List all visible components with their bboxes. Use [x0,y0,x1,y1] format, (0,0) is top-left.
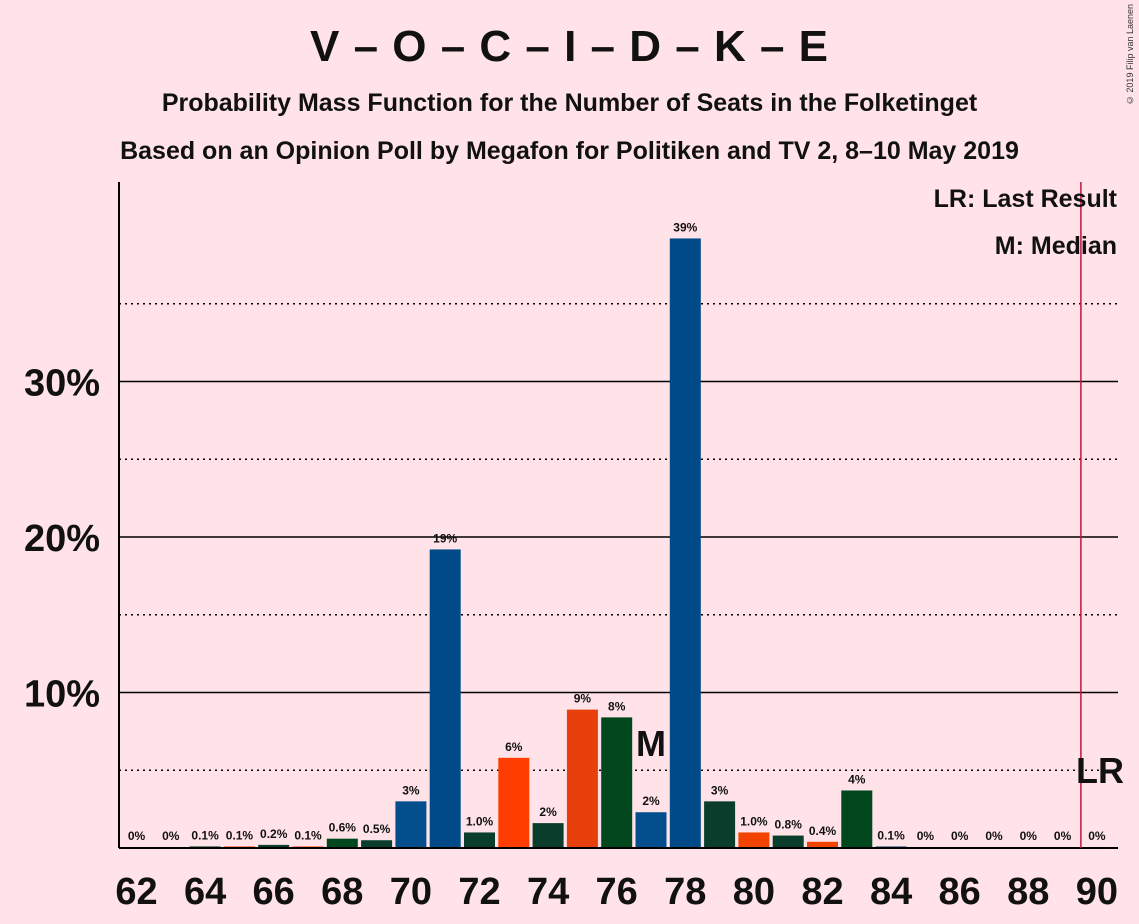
bar [429,549,461,848]
bar-data-label: 1.0% [466,814,494,828]
bar [395,801,427,848]
chart-source: Based on an Opinion Poll by Megafon for … [120,137,1019,165]
bar [841,790,873,848]
bar-data-label: 0% [1088,829,1106,843]
x-tick-label: 90 [1076,871,1118,913]
bar [464,832,495,848]
bar [669,238,701,848]
y-tick-label: 20% [24,518,100,560]
bar [566,709,598,848]
x-tick-label: 78 [664,871,706,913]
bar-data-label: 0% [128,829,146,843]
bar [361,840,393,848]
bar [258,844,290,848]
bar-data-label: 9% [574,692,592,706]
bar-data-label: 0% [917,829,935,843]
bar-data-label: 0% [162,829,180,843]
bar-data-label: 0.5% [363,822,391,836]
bar-data-label: 0.1% [226,828,254,842]
legend-last-result: LR: Last Result [933,185,1117,213]
bar-data-label: 0.1% [294,828,322,842]
x-tick-label: 68 [321,871,363,913]
bar-data-label: 19% [433,531,457,545]
bar-data-label: 0.1% [877,828,905,842]
bar-data-label: 2% [642,794,660,808]
bar-data-label: 39% [673,220,697,234]
bar [704,801,736,848]
bar-data-label: 6% [505,740,523,754]
x-tick-label: 76 [596,871,638,913]
bar [326,838,358,848]
x-tick-label: 74 [527,871,569,913]
x-tick-label: 80 [733,871,775,913]
x-tick-label: 82 [801,871,843,913]
x-tick-label: 64 [184,871,226,913]
bar-data-label: 0.2% [260,827,288,841]
bar [635,812,667,848]
bar [498,757,530,848]
x-tick-label: 62 [115,871,157,913]
bar-data-label: 0% [1020,829,1038,843]
bar-data-label: 0% [1054,829,1072,843]
y-tick-label: 10% [24,674,100,716]
bar [807,841,838,848]
chart-subtitle: Probability Mass Function for the Number… [161,89,978,117]
last-result-marker: LR [1076,750,1124,791]
bar-data-label: 0.1% [191,828,219,842]
bar-data-label: 0.6% [329,821,357,835]
bar-data-label: 0% [985,829,1003,843]
x-tick-label: 88 [1007,871,1049,913]
bar-data-label: 3% [711,783,729,797]
y-tick-label: 30% [24,363,100,405]
bar [772,835,804,848]
bar [601,717,633,848]
bar-data-label: 0.4% [809,824,837,838]
bar-data-label: 0.8% [775,818,803,832]
bar-data-label: 1.0% [740,814,768,828]
x-tick-label: 86 [939,871,981,913]
bar-data-label: 2% [539,805,557,819]
bar-data-label: 4% [848,772,866,786]
x-tick-label: 72 [458,871,500,913]
bar-data-label: 8% [608,699,626,713]
x-tick-label: 70 [390,871,432,913]
chart-title: V – O – C – I – D – K – E [310,22,829,71]
bar-data-label: 0% [951,829,969,843]
median-marker: M [636,723,666,764]
x-tick-label: 66 [253,871,295,913]
x-tick-label: 84 [870,871,912,913]
bar-data-label: 3% [402,783,420,797]
bar [532,823,564,848]
bar [738,832,770,848]
legend-median: M: Median [994,232,1117,260]
